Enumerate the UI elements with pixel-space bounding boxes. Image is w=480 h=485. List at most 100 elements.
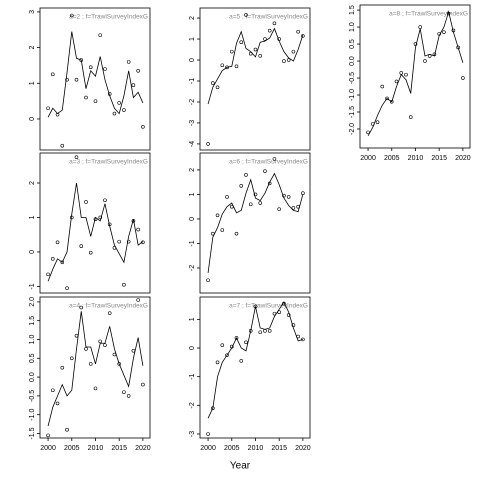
observed-point [267, 329, 272, 333]
observed-point [258, 330, 263, 335]
observed-point [408, 115, 413, 119]
observed-point [136, 68, 140, 73]
observed-point [248, 202, 253, 207]
x-tick-label: 2020 [135, 445, 151, 452]
observed-point [46, 272, 50, 277]
observed-point [282, 193, 286, 198]
observed-point [301, 337, 305, 342]
fit-line [207, 172, 304, 273]
observed-point [126, 60, 131, 64]
observed-point [267, 181, 272, 186]
observed-point [65, 427, 69, 432]
x-tick-label: 2000 [200, 445, 216, 452]
observed-point [385, 96, 389, 101]
observed-point [239, 184, 244, 188]
y-tick-label: 2 [29, 46, 36, 50]
observed-point [211, 81, 215, 85]
panel-frame [199, 7, 311, 151]
observed-point [88, 250, 93, 255]
observed-point [93, 217, 98, 222]
observed-point [296, 29, 300, 34]
observed-point [253, 47, 258, 52]
observed-point [404, 72, 408, 77]
observed-point [253, 304, 258, 309]
y-tick-label: 1 [189, 317, 196, 321]
observed-point [413, 42, 418, 46]
fit-line [367, 10, 464, 136]
y-tick-label: -4 [189, 141, 196, 147]
observed-point [122, 390, 126, 394]
observed-point [211, 231, 215, 236]
observed-point [234, 336, 239, 340]
y-tick-label: 0.0 [349, 56, 356, 66]
y-tick-label: 1.5 [349, 5, 356, 15]
observed-point [93, 99, 98, 103]
x-tick-label: 2015 [111, 445, 127, 452]
panel-title: a=3 ; f=TrawlSurveyIndexG [69, 159, 148, 166]
observed-point [55, 240, 60, 245]
observed-point [423, 59, 427, 63]
observed-point [446, 11, 451, 16]
y-tick-label: 1.0 [29, 335, 36, 345]
y-tick-label: 2 [29, 181, 36, 185]
observed-point [60, 143, 65, 148]
observed-point [69, 356, 74, 361]
x-tick-label: 2015 [271, 445, 287, 452]
observed-point [234, 64, 239, 69]
observed-point [65, 286, 69, 290]
x-tick-label: 2020 [295, 445, 311, 452]
x-tick-label: 2005 [64, 445, 80, 452]
y-tick-label: -1.0 [29, 409, 36, 421]
observed-point [74, 155, 79, 159]
observed-point [248, 51, 253, 56]
fit-line [47, 311, 144, 427]
x-axis-label: Year [230, 461, 251, 472]
observed-point [258, 201, 263, 205]
observed-point [103, 67, 107, 71]
observed-point [296, 334, 300, 339]
observed-point [122, 282, 126, 287]
y-tick-label: 1 [189, 192, 196, 196]
observed-point [117, 239, 121, 244]
observed-point [131, 83, 136, 87]
observed-point [375, 120, 380, 124]
y-tick-label: 0 [29, 117, 36, 121]
panel-title: a=8 ; f=TrawlSurveyIndexG [389, 11, 468, 18]
x-tick-label: 2000 [360, 155, 376, 162]
observed-point [291, 323, 296, 327]
panel-frame [39, 7, 151, 151]
observed-point [93, 386, 98, 391]
observed-point [282, 59, 286, 63]
observed-point [277, 37, 281, 41]
panel-frame [359, 4, 471, 149]
observed-point [88, 65, 93, 70]
observed-point [103, 198, 107, 203]
observed-point [88, 362, 93, 366]
y-tick-label: 1.0 [349, 22, 356, 32]
observed-point [380, 84, 385, 89]
y-tick-label: 2.0 [29, 297, 36, 307]
observed-point [239, 40, 244, 44]
observed-point [244, 13, 248, 17]
observed-point [112, 246, 117, 250]
observed-point [112, 111, 117, 116]
observed-point [141, 382, 145, 387]
observed-point [215, 360, 220, 365]
observed-point [79, 58, 84, 62]
observed-point [141, 125, 145, 129]
observed-point [60, 260, 65, 265]
observed-point [136, 227, 140, 232]
panel-title: a=7 ; f=TrawlSurveyIndexG [229, 303, 308, 310]
observed-point [272, 21, 277, 26]
observed-point [69, 215, 74, 220]
y-tick-label: -1 [189, 78, 196, 84]
observed-point [141, 240, 145, 245]
observed-point [84, 95, 88, 100]
y-tick-label: 1.5 [29, 316, 36, 326]
y-tick-label: 1 [29, 215, 36, 219]
observed-point [456, 45, 460, 50]
observed-point [131, 348, 136, 353]
x-tick-label: 2005 [384, 155, 400, 162]
observed-point [126, 239, 131, 244]
